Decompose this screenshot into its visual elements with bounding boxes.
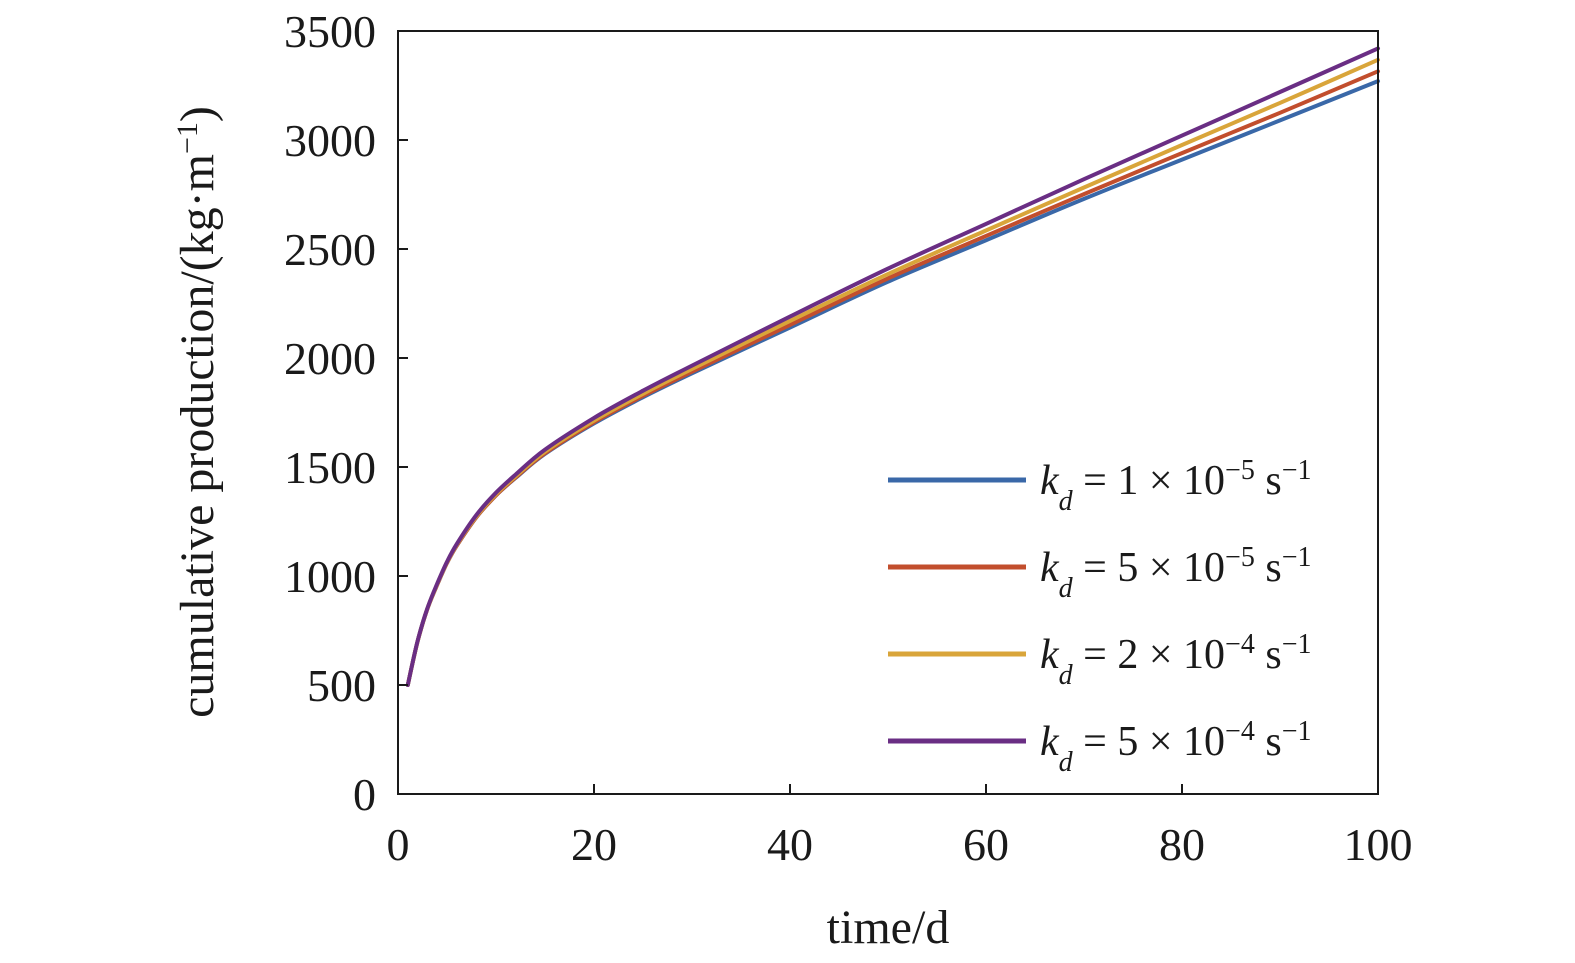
y-tick-label-5: 2500 [284,224,376,275]
y-axis: 0 500 1000 1500 2000 2500 3000 3500 [284,6,408,820]
x-tick-label-2: 40 [767,819,813,870]
x-tick-label-4: 80 [1159,819,1205,870]
series-line-3 [405,46,1380,687]
x-tick-label-0: 0 [387,819,410,870]
legend-label-2: kd = 2 × 10−4 s−1 [1040,629,1311,691]
y-axis-title: cumulative production/(kg·m−1) [171,106,225,718]
legend: kd = 1 × 10−5 s−1 kd = 5 × 10−5 s−1 kd = 2… [888,455,1311,778]
y-tick-label-1: 500 [307,660,376,711]
plot-frame [397,30,1379,795]
x-axis-title: time/d [827,901,950,954]
y-tick-label-2: 1000 [284,551,376,602]
series-line-2 [405,57,1380,687]
y-tick-label-7: 3500 [284,6,376,57]
x-axis: 0 20 40 60 80 100 [387,784,1413,870]
series-line-1 [405,69,1380,687]
y-axis-title-text: cumulative production/(kg·m [171,154,224,718]
y-axis-title-close: ) [171,106,224,122]
series-lines [405,46,1380,687]
legend-label-3: kd = 5 × 10−4 s−1 [1040,716,1311,778]
series-line-0 [405,79,1380,687]
legend-label-0: kd = 1 × 10−5 s−1 [1040,455,1311,517]
y-axis-title-sup: −1 [171,122,204,154]
x-tick-label-1: 20 [571,819,617,870]
x-tick-label-5: 100 [1344,819,1413,870]
y-tick-label-3: 1500 [284,442,376,493]
y-tick-label-4: 2000 [284,333,376,384]
y-tick-label-0: 0 [353,769,376,820]
y-tick-label-6: 3000 [284,115,376,166]
legend-label-1: kd = 5 × 10−5 s−1 [1040,542,1311,604]
x-tick-label-3: 60 [963,819,1009,870]
